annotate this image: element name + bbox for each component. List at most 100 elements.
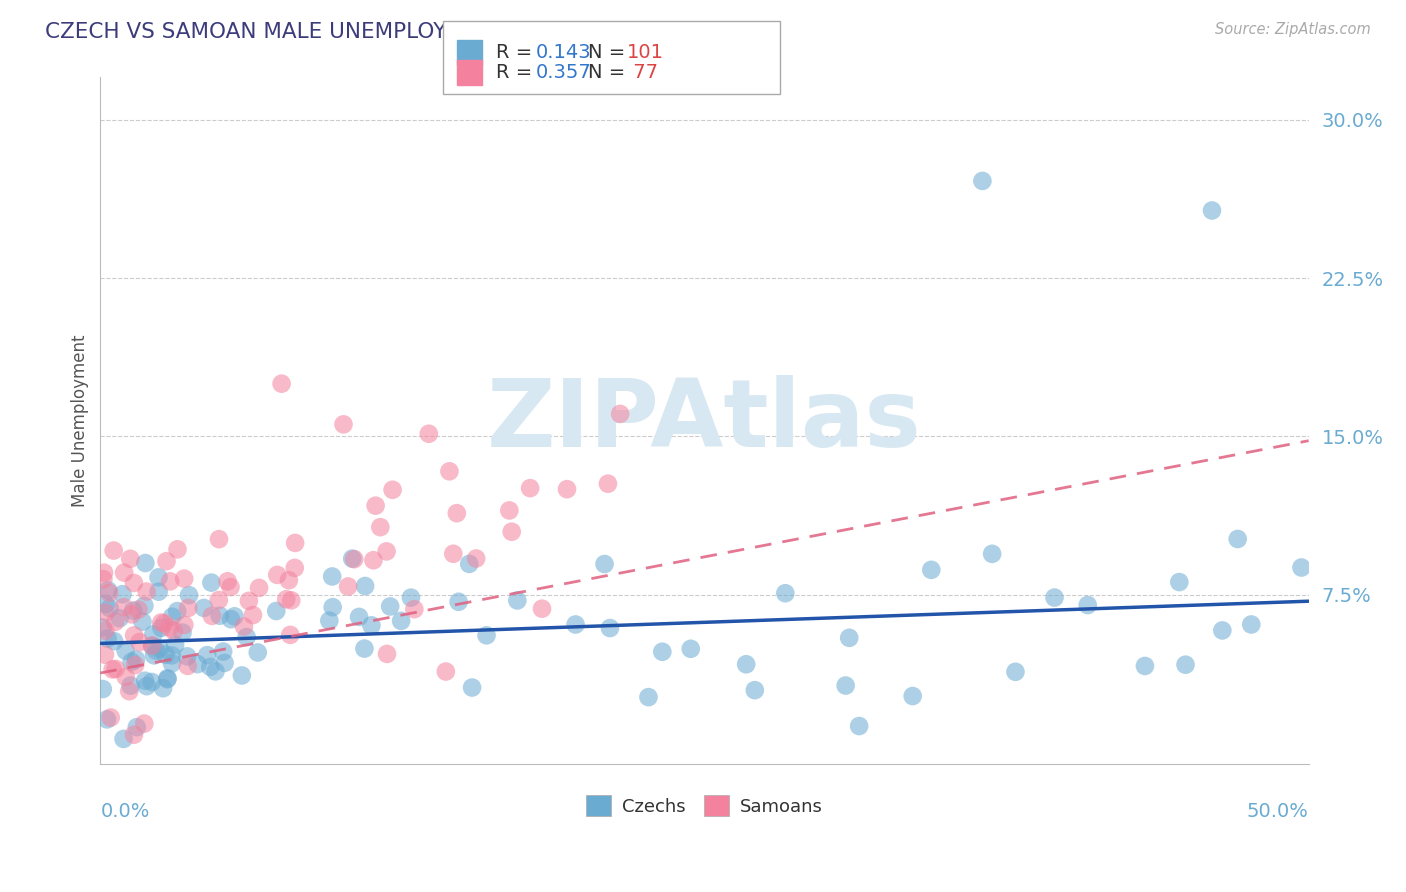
Point — [231, 668, 253, 682]
Point — [122, 576, 145, 591]
Point — [143, 648, 166, 663]
Text: ZIPAtlas: ZIPAtlas — [486, 375, 922, 467]
Point — [153, 616, 176, 631]
Point — [465, 551, 488, 566]
Point — [381, 483, 404, 497]
Point — [134, 673, 156, 688]
Point — [599, 621, 621, 635]
Point — [284, 536, 307, 550]
Point — [166, 542, 188, 557]
Point — [246, 645, 269, 659]
Legend: Czechs, Samoans: Czechs, Samoans — [579, 789, 830, 823]
Point — [212, 644, 235, 658]
Point — [97, 632, 120, 646]
Point — [148, 584, 170, 599]
Point — [838, 631, 860, 645]
Point — [94, 624, 117, 638]
Point — [233, 619, 256, 633]
Point — [651, 645, 673, 659]
Text: CZECH VS SAMOAN MALE UNEMPLOYMENT CORRELATION CHART: CZECH VS SAMOAN MALE UNEMPLOYMENT CORREL… — [45, 22, 748, 42]
Point — [596, 476, 619, 491]
Point — [124, 658, 146, 673]
Point — [103, 634, 125, 648]
Text: 101: 101 — [627, 43, 664, 62]
Point — [266, 568, 288, 582]
Point — [318, 614, 340, 628]
Point — [1174, 657, 1197, 672]
Point — [160, 648, 183, 663]
Text: 77: 77 — [627, 62, 658, 82]
Point — [195, 648, 218, 662]
Point — [447, 595, 470, 609]
Point — [354, 579, 377, 593]
Point — [134, 599, 156, 613]
Point — [112, 731, 135, 746]
Point — [121, 655, 143, 669]
Point — [128, 635, 150, 649]
Point — [321, 569, 343, 583]
Point — [148, 570, 170, 584]
Point — [114, 643, 136, 657]
Point — [1043, 591, 1066, 605]
Point — [404, 602, 426, 616]
Text: N =: N = — [588, 62, 631, 82]
Point — [166, 604, 188, 618]
Point — [901, 689, 924, 703]
Point — [156, 671, 179, 685]
Point — [160, 609, 183, 624]
Point — [112, 600, 135, 615]
Point — [322, 600, 344, 615]
Point — [100, 710, 122, 724]
Point — [104, 615, 127, 629]
Point — [176, 649, 198, 664]
Point — [380, 599, 402, 614]
Point — [276, 592, 298, 607]
Point — [461, 681, 484, 695]
Point — [342, 551, 364, 566]
Point — [501, 524, 523, 539]
Point — [120, 551, 142, 566]
Point — [219, 580, 242, 594]
Text: 0.0%: 0.0% — [100, 802, 149, 821]
Point — [112, 566, 135, 580]
Point — [418, 426, 440, 441]
Point — [775, 586, 797, 600]
Point — [145, 643, 167, 657]
Point — [127, 602, 149, 616]
Point — [104, 662, 127, 676]
Text: 50.0%: 50.0% — [1247, 802, 1309, 821]
Point — [173, 572, 195, 586]
Point — [353, 641, 375, 656]
Point — [446, 506, 468, 520]
Point — [208, 593, 231, 607]
Point — [103, 543, 125, 558]
Point — [389, 614, 412, 628]
Text: R =: R = — [496, 43, 538, 62]
Point — [399, 591, 422, 605]
Point — [157, 621, 180, 635]
Point — [981, 547, 1004, 561]
Point — [93, 572, 115, 586]
Point — [91, 681, 114, 696]
Text: N =: N = — [588, 43, 631, 62]
Point — [173, 618, 195, 632]
Point — [177, 588, 200, 602]
Point — [1077, 598, 1099, 612]
Point — [149, 641, 172, 656]
Point — [735, 657, 758, 672]
Point — [531, 601, 554, 615]
Point — [111, 587, 134, 601]
Point — [141, 639, 163, 653]
Point — [93, 566, 115, 580]
Point — [141, 675, 163, 690]
Point — [122, 603, 145, 617]
Point — [98, 586, 121, 600]
Point — [848, 719, 870, 733]
Point — [679, 641, 702, 656]
Point — [125, 652, 148, 666]
Point — [155, 554, 177, 568]
Point — [134, 556, 156, 570]
Point — [564, 617, 586, 632]
Point — [280, 593, 302, 607]
Point — [475, 628, 498, 642]
